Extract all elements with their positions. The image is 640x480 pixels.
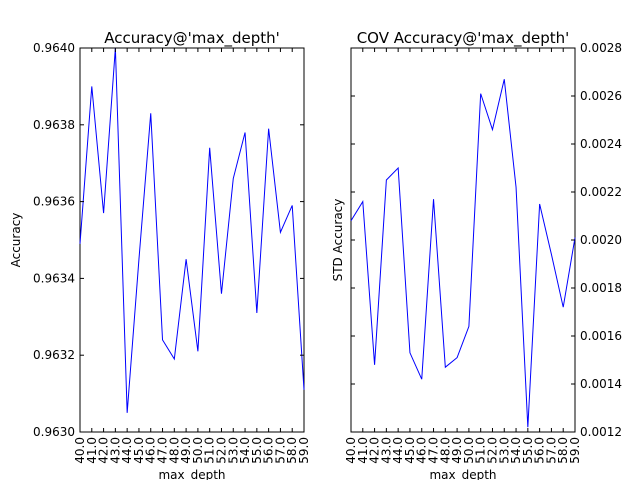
x-tick-label: 46.0: [144, 437, 158, 464]
x-tick-label: 44.0: [120, 437, 134, 464]
x-tick-label: 54.0: [509, 437, 523, 464]
x-tick-label: 50.0: [462, 437, 476, 464]
x-tick-label: 57.0: [544, 437, 558, 464]
x-tick-label: 53.0: [226, 437, 240, 464]
x-tick-label: 47.0: [427, 437, 441, 464]
x-tick-label: 51.0: [474, 437, 488, 464]
x-tick-label: 40.0: [73, 437, 87, 464]
x-tick-label: 42.0: [97, 437, 111, 464]
y-tick-label: 0.0014: [580, 377, 622, 391]
series-line: [79, 47, 305, 413]
x-tick-label: 49.0: [450, 437, 464, 464]
x-tick-label: 49.0: [179, 437, 193, 464]
x-tick-label: 46.0: [415, 437, 429, 464]
y-tick-label: 0.9638: [33, 118, 75, 132]
y-tick-label: 0.0018: [580, 281, 622, 295]
x-axis-label: max_depth: [158, 468, 225, 480]
x-tick-label: 56.0: [533, 437, 547, 464]
x-tick-label: 58.0: [285, 437, 299, 464]
x-tick-label: 59.0: [568, 437, 582, 464]
x-tick-label: 51.0: [203, 437, 217, 464]
accuracy-chart-panel: Accuracy@'max_depth' max_depth Accuracy …: [9, 29, 311, 480]
x-tick-label: 53.0: [497, 437, 511, 464]
y-axis-label: STD Accuracy: [331, 199, 345, 282]
plot-frame: [79, 47, 305, 433]
y-tick-label: 0.0024: [580, 137, 622, 151]
x-tick-label: 44.0: [391, 437, 405, 464]
x-axis-label: max_depth: [429, 468, 496, 480]
y-tick-label: 0.0026: [580, 89, 622, 103]
x-tick-label: 58.0: [556, 437, 570, 464]
x-tick-label: 42.0: [368, 437, 382, 464]
chart-title: Accuracy@'max_depth': [104, 29, 280, 48]
y-tick-label: 0.0012: [580, 425, 622, 439]
y-tick-label: 0.0016: [580, 329, 622, 343]
std-accuracy-chart-panel: COV Accuracy@'max_depth' max_depth STD A…: [331, 29, 622, 480]
y-tick-label: 0.9632: [33, 348, 75, 362]
chart-title: COV Accuracy@'max_depth': [357, 29, 570, 48]
x-tick-label: 50.0: [191, 437, 205, 464]
y-tick-label: 0.9634: [33, 271, 75, 285]
x-tick-label: 41.0: [85, 437, 99, 464]
x-tick-label: 45.0: [403, 437, 417, 464]
y-tick-label: 0.9630: [33, 425, 75, 439]
x-tick-label: 48.0: [167, 437, 181, 464]
plot-frame: [350, 47, 576, 433]
x-tick-label: 57.0: [273, 437, 287, 464]
y-tick-label: 0.9636: [33, 195, 75, 209]
y-axis-label: Accuracy: [9, 213, 23, 268]
y-tick-label: 0.0022: [580, 185, 622, 199]
x-tick-label: 55.0: [250, 437, 264, 464]
x-tick-label: 41.0: [356, 437, 370, 464]
x-tick-label: 54.0: [238, 437, 252, 464]
x-tick-label: 43.0: [108, 437, 122, 464]
x-tick-label: 43.0: [379, 437, 393, 464]
x-tick-label: 52.0: [485, 437, 499, 464]
y-tick-label: 0.0020: [580, 233, 622, 247]
x-tick-label: 47.0: [156, 437, 170, 464]
x-tick-label: 56.0: [262, 437, 276, 464]
x-tick-label: 40.0: [344, 437, 358, 464]
series-line: [350, 79, 576, 428]
x-tick-label: 45.0: [132, 437, 146, 464]
x-tick-label: 55.0: [521, 437, 535, 464]
y-tick-label: 0.0028: [580, 41, 622, 55]
y-tick-label: 0.9640: [33, 41, 75, 55]
x-tick-label: 48.0: [438, 437, 452, 464]
x-tick-label: 59.0: [297, 437, 311, 464]
x-tick-label: 52.0: [214, 437, 228, 464]
